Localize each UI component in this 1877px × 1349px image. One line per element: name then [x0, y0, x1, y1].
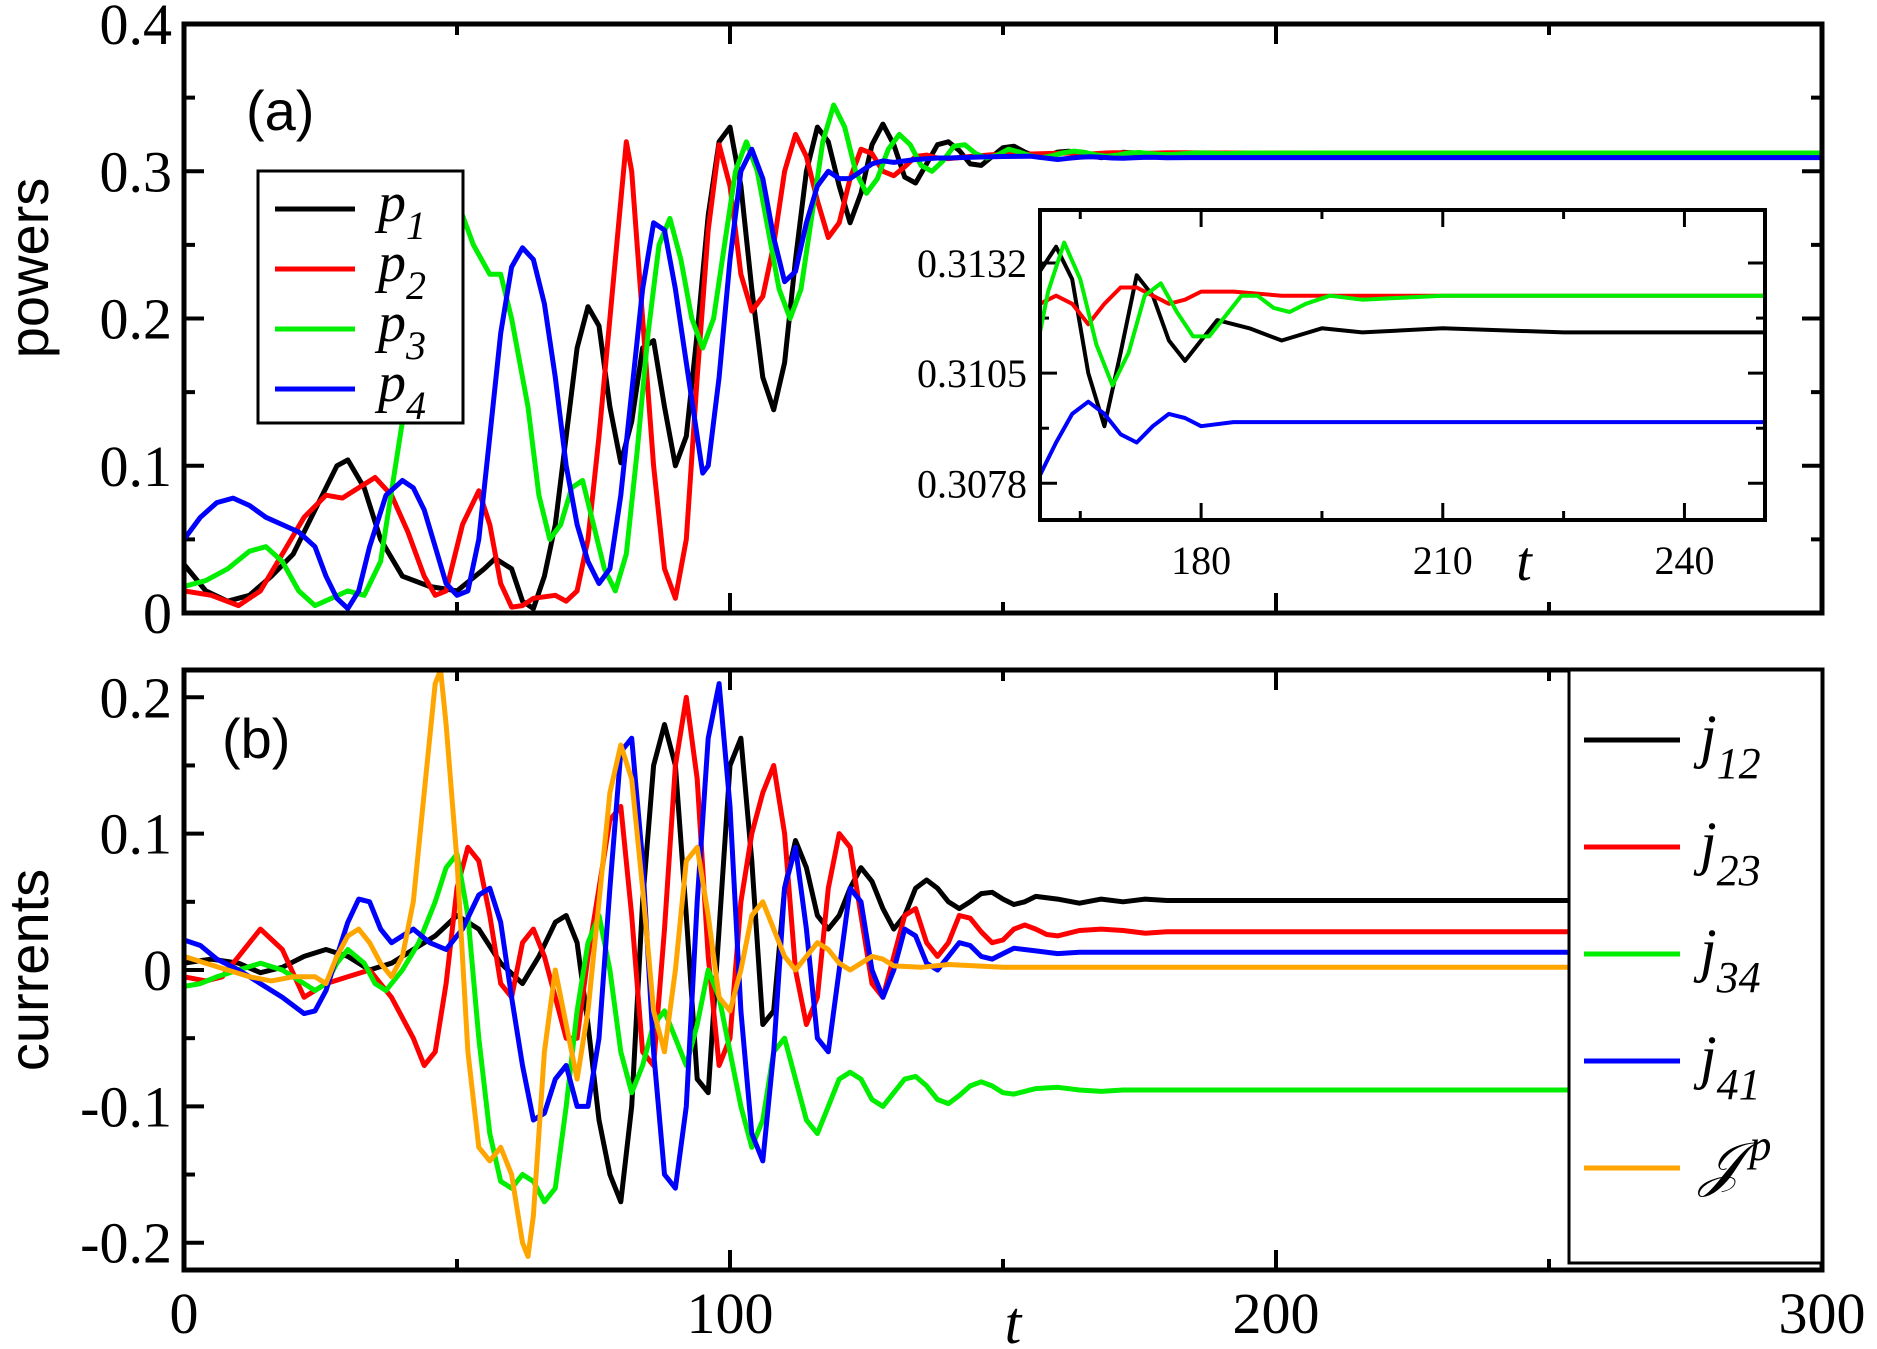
panel-b-series [184, 667, 1569, 1259]
panel-b-tick-labels: 0 100 200 300 -0.2 -0.1 0 0.1 0.2 [80, 665, 1865, 1346]
series-j23 [184, 694, 1569, 1068]
panel-a-series [181, 102, 1822, 612]
panel-b-ytick-label: 0.2 [100, 665, 173, 730]
panel-b-xtick-label: 300 [1779, 1281, 1866, 1346]
panel-b-ytick-label: -0.1 [80, 1074, 172, 1139]
panel-b-legend-box [1567, 668, 1824, 1265]
panel-a-ytick-label: 0.1 [100, 434, 173, 499]
inset-series-p3 [1040, 240, 1765, 388]
panel-b-ylabel: currents [0, 869, 60, 1071]
series-J^p [184, 667, 1569, 1259]
panel-a-ytick-label: 0 [143, 581, 172, 646]
panel-b-ytick-label: -0.2 [80, 1211, 172, 1276]
panel-a-ytick-label: 0.2 [100, 287, 173, 352]
inset-tick-labels: 180 210 240 0.3078 0.3105 0.3132 [917, 241, 1714, 583]
inset-ytick-label: 0.3078 [917, 461, 1027, 506]
panel-a-label: (a) [246, 79, 314, 142]
inset-series [1040, 240, 1765, 476]
panel-a-ytick-label: 0.3 [100, 139, 173, 204]
panel-b-xtick-label: 100 [687, 1281, 774, 1346]
inset-background [1040, 210, 1765, 520]
inset-plot: 180 210 240 0.3078 0.3105 0.3132 t [917, 208, 1767, 593]
series-j34 [184, 851, 1569, 1205]
inset-xtick-label: 210 [1413, 538, 1473, 583]
inset-xtick-label: 240 [1654, 538, 1714, 583]
inset-xlabel: t [1516, 531, 1533, 593]
panel-a-frame [181, 21, 1825, 616]
panel-b-ytick-label: 0.1 [100, 802, 173, 867]
panel-b-label: (b) [222, 707, 290, 770]
panel-b-xlabel: t [1005, 1290, 1023, 1349]
inset-series-p4 [1040, 399, 1765, 476]
inset-frame [1038, 208, 1767, 522]
panel-a-ylabel: powers [0, 178, 60, 359]
series-j12 [184, 722, 1569, 1205]
panel-b-xtick-label: 0 [170, 1281, 199, 1346]
inset-ytick-label: 0.3132 [917, 241, 1027, 286]
panel-a-ytick-label: 0.4 [100, 0, 173, 57]
inset-xtick-label: 180 [1171, 538, 1231, 583]
panel-b: 0 100 200 300 -0.2 -0.1 0 0.1 0.2 (b) currents t… [0, 665, 1866, 1349]
panel-a-tick-labels: 0 0.1 0.2 0.3 0.4 [100, 0, 173, 646]
panel-b-ytick-label: 0 [143, 938, 172, 1003]
series-p4 [181, 146, 1822, 612]
inset-ytick-label: 0.3105 [917, 351, 1027, 396]
panel-b-xtick-label: 200 [1233, 1281, 1320, 1346]
panel-a-legend-box [256, 169, 465, 425]
